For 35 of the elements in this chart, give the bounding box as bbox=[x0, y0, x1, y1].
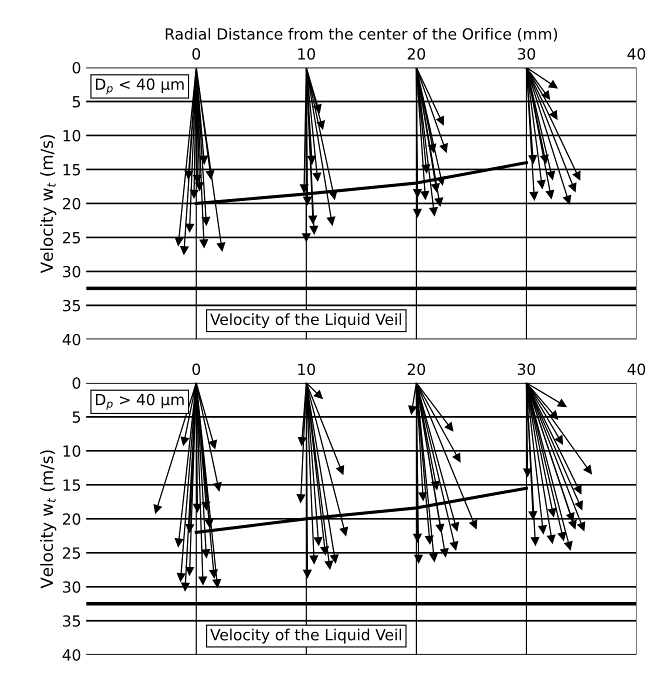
x-tick-label: 0 bbox=[192, 364, 200, 376]
y-axis-title: Velocity w$_{t}$ (m/s) bbox=[40, 135, 56, 274]
x-tick-label: 40 bbox=[628, 48, 646, 60]
annotation: D$_{p}$ < 40 μm bbox=[96, 78, 184, 94]
x-tick-label: 10 bbox=[298, 364, 316, 376]
y-tick-label: 35 bbox=[63, 615, 80, 627]
ref-line-label: Velocity of the Liquid Veil bbox=[210, 628, 402, 644]
y-tick-label: 15 bbox=[64, 164, 80, 176]
y-tick-label: 40 bbox=[62, 649, 80, 661]
x-tick-label: 30 bbox=[518, 364, 536, 376]
y-tick-label: 20 bbox=[63, 513, 80, 525]
y-tick-label: 20 bbox=[63, 198, 80, 210]
y-axis-title: Velocity w$_{t}$ (m/s) bbox=[40, 450, 56, 589]
x-tick-label: 30 bbox=[518, 48, 536, 60]
y-tick-label: 40 bbox=[62, 334, 80, 346]
x-tick-label: 10 bbox=[298, 48, 316, 60]
x-tick-label: 0 bbox=[192, 48, 200, 60]
y-tick-label: 25 bbox=[63, 547, 80, 559]
y-tick-label: 10 bbox=[64, 445, 80, 457]
x-tick-label: 20 bbox=[408, 364, 426, 376]
y-tick-label: 0 bbox=[72, 377, 80, 389]
y-tick-label: 5 bbox=[72, 412, 80, 423]
x-tick-label: 40 bbox=[628, 364, 646, 376]
ref-line-label: Velocity of the Liquid Veil bbox=[210, 313, 402, 328]
annotation: D$_{p}$ > 40 μm bbox=[96, 394, 184, 410]
y-tick-label: 35 bbox=[63, 300, 80, 312]
y-tick-label: 30 bbox=[63, 266, 80, 278]
y-tick-label: 0 bbox=[72, 62, 80, 74]
x-axis-title: Radial Distance from the center of the Orifice (mm) bbox=[166, 28, 558, 42]
y-tick-label: 15 bbox=[64, 479, 80, 491]
y-tick-label: 30 bbox=[63, 581, 80, 593]
y-tick-label: 10 bbox=[64, 130, 80, 142]
x-tick-label: 20 bbox=[408, 48, 426, 60]
y-tick-label: 5 bbox=[72, 96, 80, 108]
y-tick-label: 25 bbox=[63, 232, 80, 244]
